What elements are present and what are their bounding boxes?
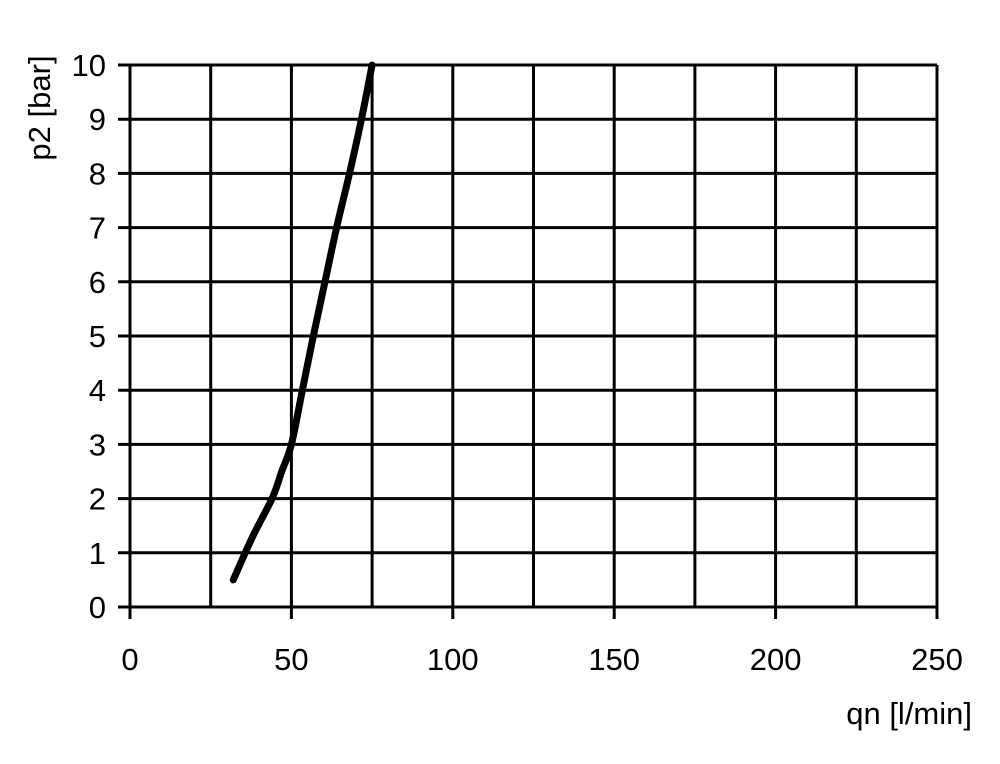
y-tick-label: 9 xyxy=(89,102,106,137)
y-tick-label: 6 xyxy=(89,265,106,300)
y-tick-label: 0 xyxy=(89,590,106,625)
x-tick-label: 50 xyxy=(274,642,308,677)
x-tick-label: 0 xyxy=(121,642,138,677)
series-group xyxy=(229,61,376,584)
y-tick-label: 3 xyxy=(89,427,106,462)
y-axis-label: p2 [bar] xyxy=(22,55,57,160)
y-tick-label: 10 xyxy=(72,48,106,83)
series-line xyxy=(229,61,376,584)
x-tick-labels: 0 50 100 150 200 250 xyxy=(121,642,962,677)
y-tick-label: 8 xyxy=(89,156,106,191)
grid xyxy=(118,63,939,619)
x-tick-label: 250 xyxy=(911,642,963,677)
y-tick-label: 1 xyxy=(89,536,106,571)
x-tick-label: 200 xyxy=(750,642,802,677)
y-tick-label: 4 xyxy=(89,373,106,408)
y-tick-label: 5 xyxy=(89,319,106,354)
x-tick-label: 150 xyxy=(588,642,640,677)
x-tick-label: 100 xyxy=(427,642,479,677)
x-axis-label: qn [l/min] xyxy=(846,696,972,731)
y-tick-label: 2 xyxy=(89,482,106,517)
y-tick-label: 7 xyxy=(89,211,106,246)
y-tick-labels: 0 1 2 3 4 5 6 7 8 9 10 xyxy=(72,48,106,625)
